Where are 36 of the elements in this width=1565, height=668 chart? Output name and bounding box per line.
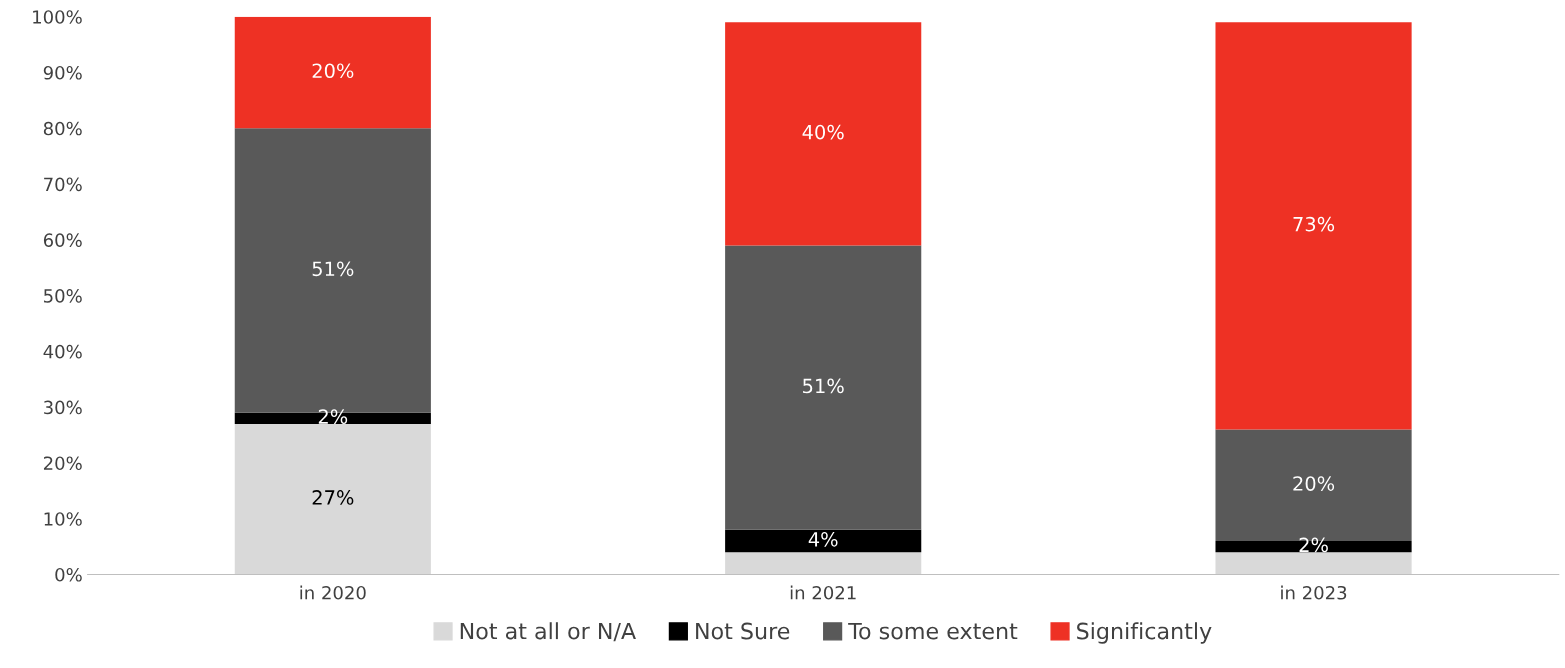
y-tick-label: 100%: [33, 10, 82, 24]
data-label: 20%: [1293, 476, 1335, 491]
data-label: 40%: [802, 124, 844, 140]
y-tick-label: 10%: [44, 512, 82, 526]
data-label: 51%: [803, 378, 844, 394]
data-label: 51%: [312, 261, 354, 277]
x-tick-label: in 2020: [300, 585, 366, 600]
data-label: 4%: [808, 531, 838, 547]
data-label: 73%: [1293, 216, 1335, 232]
legend-label: Not at all or N/A: [460, 622, 636, 642]
bar: [725, 552, 922, 575]
bar: [234, 423, 431, 575]
bar: [725, 22, 922, 246]
data-label: 2%: [1299, 537, 1328, 553]
legend-label: To some extent: [848, 622, 1018, 640]
legend-label: Not Sure: [696, 622, 790, 640]
y-tick-label: 80%: [43, 121, 82, 136]
x-tick-label: in 2023: [1281, 585, 1347, 600]
data-label: 2%: [318, 409, 348, 424]
y-tick-label: 0%: [55, 567, 82, 582]
x-tick-label: in 2021: [790, 585, 856, 600]
y-tick-label: 50%: [44, 289, 82, 303]
bar: [725, 245, 922, 530]
y-tick-label: 40%: [43, 344, 82, 359]
y-tick-label: 70%: [44, 177, 82, 192]
y-tick-label: 20%: [43, 456, 82, 471]
bar: [234, 16, 431, 129]
y-tick-label: 90%: [43, 65, 82, 80]
y-tick-label: 60%: [43, 233, 82, 247]
legend-label: Significantly: [1077, 622, 1212, 644]
bar: [1215, 552, 1412, 575]
bar: [1215, 22, 1412, 430]
bar: [725, 529, 922, 553]
data-label: 20%: [312, 63, 354, 79]
data-label: 27%: [312, 490, 354, 505]
y-tick-label: 30%: [44, 400, 82, 415]
